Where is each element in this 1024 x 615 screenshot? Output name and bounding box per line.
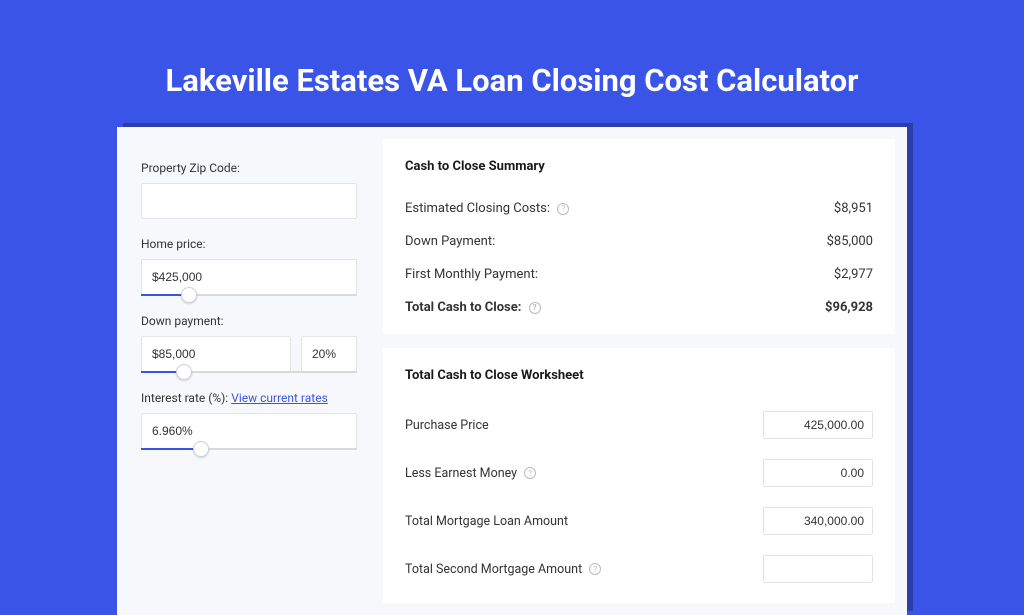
down-label: Down payment:: [141, 314, 357, 328]
summary-row-label: First Monthly Payment:: [405, 267, 538, 282]
summary-row: Estimated Closing Costs: ? $8,951: [405, 192, 873, 225]
price-label: Home price:: [141, 237, 357, 251]
price-field: Home price:: [141, 237, 357, 296]
worksheet-row: Purchase Price: [405, 401, 873, 449]
worksheet-row-label: Total Mortgage Loan Amount: [405, 514, 568, 529]
help-icon[interactable]: ?: [589, 563, 601, 575]
help-icon[interactable]: ?: [529, 302, 541, 314]
worksheet-row-label: Less Earnest Money ?: [405, 466, 536, 481]
worksheet-row: Total Second Mortgage Amount ?: [405, 545, 873, 593]
summary-row: Down Payment: $85,000: [405, 225, 873, 258]
page-title: Lakeville Estates VA Loan Closing Cost C…: [0, 0, 1024, 127]
rate-slider-fill: [141, 448, 201, 450]
down-pct-input[interactable]: [301, 336, 357, 372]
view-rates-link[interactable]: View current rates: [231, 391, 328, 405]
price-slider-thumb[interactable]: [181, 287, 197, 303]
rate-slider[interactable]: [141, 448, 357, 450]
summary-row-label: Down Payment:: [405, 234, 495, 249]
summary-row-value: $96,928: [825, 300, 873, 315]
summary-row: Total Cash to Close: ? $96,928: [405, 291, 873, 324]
down-amount-input[interactable]: [141, 336, 291, 372]
help-icon[interactable]: ?: [524, 467, 536, 479]
summary-row-value: $8,951: [834, 201, 873, 216]
worksheet-row-input[interactable]: [763, 459, 873, 487]
calculator-container: Property Zip Code: Home price: Down paym…: [117, 127, 907, 615]
summary-row-label: Estimated Closing Costs: ?: [405, 201, 569, 216]
rate-slider-thumb[interactable]: [193, 441, 209, 457]
worksheet-row-label: Purchase Price: [405, 418, 489, 433]
rate-label-text: Interest rate (%):: [141, 391, 228, 405]
worksheet-row-input[interactable]: [763, 555, 873, 583]
rate-input[interactable]: [141, 413, 357, 449]
results-panel: Cash to Close Summary Estimated Closing …: [383, 139, 895, 603]
worksheet-row-input[interactable]: [763, 411, 873, 439]
worksheet-row: Total Mortgage Loan Amount: [405, 497, 873, 545]
summary-row: First Monthly Payment: $2,977: [405, 258, 873, 291]
down-field: Down payment:: [141, 314, 357, 373]
worksheet-row-label: Total Second Mortgage Amount ?: [405, 562, 601, 577]
worksheet-card: Total Cash to Close Worksheet Purchase P…: [383, 348, 895, 603]
summary-row-value: $2,977: [834, 267, 873, 282]
worksheet-row: Less Earnest Money ?: [405, 449, 873, 497]
help-icon[interactable]: ?: [557, 203, 569, 215]
price-slider[interactable]: [141, 294, 357, 296]
worksheet-row-input[interactable]: [763, 507, 873, 535]
summary-card: Cash to Close Summary Estimated Closing …: [383, 139, 895, 334]
down-slider-thumb[interactable]: [176, 364, 192, 380]
zip-label: Property Zip Code:: [141, 161, 357, 175]
summary-row-label: Total Cash to Close: ?: [405, 300, 541, 315]
rate-field: Interest rate (%): View current rates: [141, 391, 357, 450]
zip-input[interactable]: [141, 183, 357, 219]
summary-heading: Cash to Close Summary: [405, 159, 873, 174]
worksheet-heading: Total Cash to Close Worksheet: [405, 368, 873, 383]
zip-field: Property Zip Code:: [141, 161, 357, 219]
inputs-panel: Property Zip Code: Home price: Down paym…: [129, 139, 369, 603]
summary-row-value: $85,000: [827, 234, 873, 249]
down-slider[interactable]: [141, 371, 357, 373]
price-input[interactable]: [141, 259, 357, 295]
rate-label: Interest rate (%): View current rates: [141, 391, 357, 405]
